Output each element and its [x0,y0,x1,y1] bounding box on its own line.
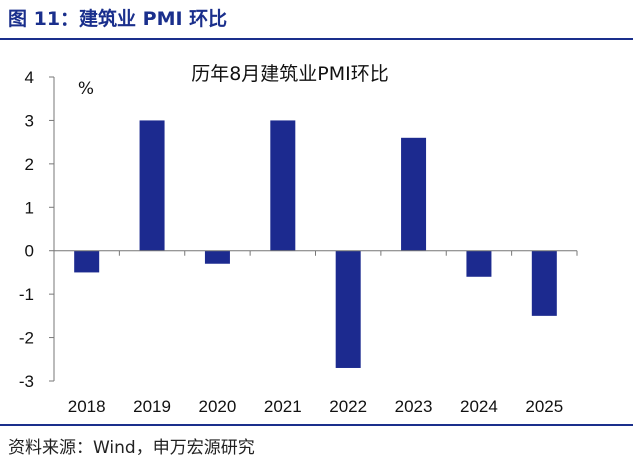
x-tick-label: 2018 [68,397,106,416]
y-tick-label: 1 [25,198,34,217]
y-tick-label: -3 [19,372,34,391]
source-rule [0,424,633,426]
y-tick-label: 3 [25,111,34,130]
x-tick-label: 2024 [460,397,498,416]
chart-title: 历年8月建筑业PMI环比 [191,63,389,85]
y-axis-unit: % [78,79,94,99]
bar-2025 [531,250,557,316]
x-tick-label: 2023 [395,397,433,416]
source-note: 资料来源：Wind，申万宏源研究 [8,438,255,458]
x-tick-label: 2022 [329,397,367,416]
bar-2019 [139,120,165,251]
y-tick-label: -1 [19,285,34,304]
bar-2022 [335,250,361,368]
x-tick-label: 2019 [133,397,171,416]
bar-2024 [466,250,492,277]
title-rule [0,38,633,40]
y-tick-label: 4 [25,68,34,87]
x-tick-label: 2020 [199,397,237,416]
bar-2021 [270,120,296,251]
figure-title: 图 11：建筑业 PMI 环比 [8,8,228,30]
y-tick-label: 0 [25,242,34,261]
x-tick-label: 2025 [525,397,563,416]
y-tick-label: -2 [19,329,34,348]
x-tick-label: 2021 [264,397,302,416]
bar-2023 [401,137,427,251]
bar-2020 [204,250,230,264]
bar-2018 [74,250,100,273]
y-tick-label: 2 [25,155,34,174]
